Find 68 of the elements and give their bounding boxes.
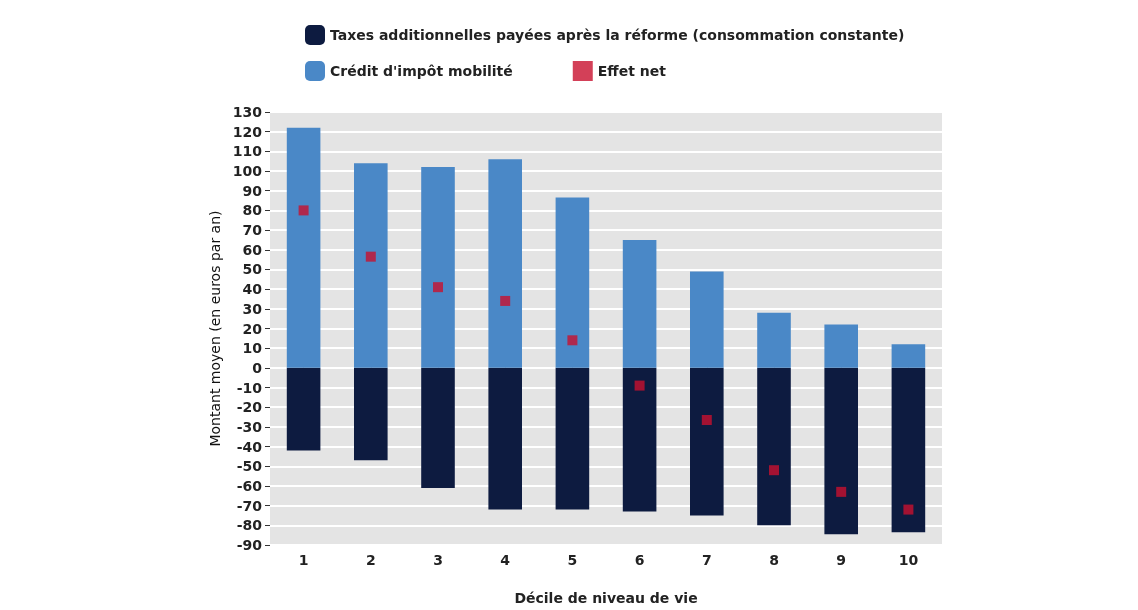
bar (286, 127, 321, 368)
bar (757, 367, 791, 526)
y-tick-label: 110 (232, 143, 263, 160)
y-tick-label: 60 (242, 241, 263, 258)
bar (354, 163, 388, 368)
y-tick-label: 70 (242, 222, 263, 239)
y-tick-label: 30 (242, 300, 263, 317)
y-tick-label: 20 (242, 320, 263, 337)
bar (488, 367, 522, 510)
x-tick-label: 6 (634, 552, 645, 568)
bar (286, 367, 321, 451)
x-tick-label: 10 (898, 552, 919, 568)
y-tick-label: -30 (236, 418, 263, 435)
x-axis-title: Décile de niveau de vie (514, 590, 698, 606)
legend-label: Crédit d'impôt mobilité (330, 63, 513, 79)
bar (421, 167, 455, 368)
point (836, 486, 847, 497)
y-tick-label: 40 (242, 281, 263, 298)
bar (421, 367, 455, 488)
y-tick-label: -40 (236, 438, 263, 455)
y-axis-title: Montant moyen (en euros par an) (206, 210, 223, 447)
x-tick-label: 2 (365, 552, 376, 568)
bar (824, 367, 858, 535)
y-tick-label: -60 (236, 477, 263, 494)
y-tick-label: 50 (242, 261, 263, 278)
y-tick-label: 120 (232, 123, 263, 140)
y-tick-label: 90 (242, 182, 263, 199)
y-tick-label: 10 (242, 340, 263, 357)
point (567, 335, 578, 346)
y-tick-label: 80 (242, 202, 263, 219)
bar (622, 239, 657, 368)
y-tick-label: -10 (236, 379, 263, 396)
y-tick-label: -50 (236, 458, 263, 475)
point (500, 295, 511, 306)
x-tick-label: 1 (298, 552, 309, 568)
x-tick-label: 8 (769, 552, 779, 568)
point (365, 251, 376, 262)
y-tick-label: -80 (236, 517, 263, 534)
point (634, 380, 645, 391)
bar (555, 367, 590, 510)
y-tick-label: -90 (236, 537, 263, 553)
legend-label: Effet net (597, 63, 667, 79)
y-tick-label: 100 (232, 163, 263, 180)
bar (488, 159, 522, 368)
bar (690, 367, 724, 516)
x-tick-label: 3 (433, 552, 443, 568)
x-tick-label: 4 (500, 552, 511, 568)
point (433, 282, 443, 293)
bar (555, 197, 590, 368)
bar (354, 367, 388, 461)
bar (891, 367, 926, 533)
y-tick-label: 0 (252, 359, 263, 376)
bar (891, 344, 926, 368)
point (769, 465, 779, 476)
x-tick-label: 7 (701, 552, 712, 568)
point (298, 205, 309, 216)
legend-label: Taxes additionnelles payées après la réforme (consommation constante) (330, 27, 905, 43)
bar (690, 271, 724, 368)
y-tick-label: -70 (236, 497, 263, 514)
y-tick-label: 130 (232, 104, 263, 120)
bar (824, 324, 858, 368)
point (701, 415, 712, 426)
bar (622, 367, 657, 512)
point (903, 504, 914, 515)
x-tick-label: 9 (836, 552, 847, 568)
y-tick-label: -20 (236, 399, 263, 416)
x-tick-label: 5 (567, 552, 578, 568)
bar (757, 312, 791, 368)
